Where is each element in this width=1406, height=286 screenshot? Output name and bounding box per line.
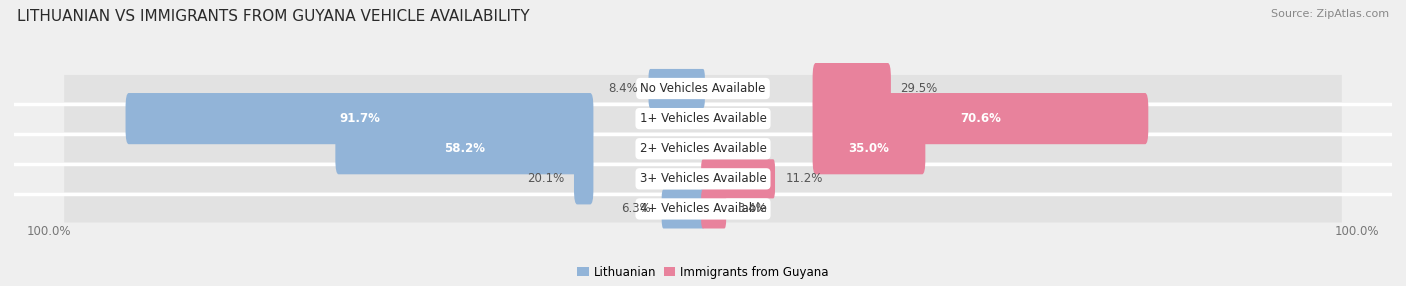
Text: 100.0%: 100.0% xyxy=(27,225,72,238)
Text: 11.2%: 11.2% xyxy=(786,172,823,185)
FancyBboxPatch shape xyxy=(65,135,1341,162)
FancyBboxPatch shape xyxy=(336,123,593,174)
FancyBboxPatch shape xyxy=(702,189,725,229)
Text: 6.3%: 6.3% xyxy=(621,202,651,215)
Text: 4+ Vehicles Available: 4+ Vehicles Available xyxy=(640,202,766,215)
FancyBboxPatch shape xyxy=(574,153,593,204)
Text: No Vehicles Available: No Vehicles Available xyxy=(640,82,766,95)
Text: 1+ Vehicles Available: 1+ Vehicles Available xyxy=(640,112,766,125)
FancyBboxPatch shape xyxy=(813,93,1149,144)
Text: 2+ Vehicles Available: 2+ Vehicles Available xyxy=(640,142,766,155)
Text: Source: ZipAtlas.com: Source: ZipAtlas.com xyxy=(1271,9,1389,19)
Text: 70.6%: 70.6% xyxy=(960,112,1001,125)
Text: 29.5%: 29.5% xyxy=(900,82,938,95)
FancyBboxPatch shape xyxy=(813,123,925,174)
FancyBboxPatch shape xyxy=(125,93,593,144)
Text: 3+ Vehicles Available: 3+ Vehicles Available xyxy=(640,172,766,185)
FancyBboxPatch shape xyxy=(65,165,1341,192)
FancyBboxPatch shape xyxy=(813,63,891,114)
Text: LITHUANIAN VS IMMIGRANTS FROM GUYANA VEHICLE AVAILABILITY: LITHUANIAN VS IMMIGRANTS FROM GUYANA VEH… xyxy=(17,9,530,23)
FancyBboxPatch shape xyxy=(662,189,704,229)
Text: 3.4%: 3.4% xyxy=(737,202,766,215)
FancyBboxPatch shape xyxy=(65,195,1341,223)
FancyBboxPatch shape xyxy=(65,105,1341,132)
Text: 91.7%: 91.7% xyxy=(339,112,380,125)
Text: 20.1%: 20.1% xyxy=(527,172,565,185)
Text: 35.0%: 35.0% xyxy=(849,142,890,155)
Text: 58.2%: 58.2% xyxy=(444,142,485,155)
FancyBboxPatch shape xyxy=(65,75,1341,102)
FancyBboxPatch shape xyxy=(648,69,704,108)
Text: 100.0%: 100.0% xyxy=(1334,225,1379,238)
Text: 8.4%: 8.4% xyxy=(609,82,638,95)
FancyBboxPatch shape xyxy=(702,159,775,198)
Legend: Lithuanian, Immigrants from Guyana: Lithuanian, Immigrants from Guyana xyxy=(572,261,834,283)
